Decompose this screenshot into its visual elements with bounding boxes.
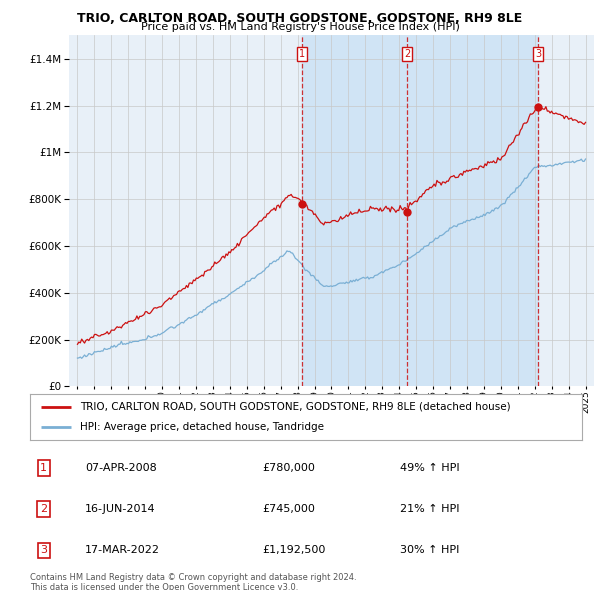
Text: £745,000: £745,000 <box>262 504 315 514</box>
Text: Contains HM Land Registry data © Crown copyright and database right 2024.: Contains HM Land Registry data © Crown c… <box>30 573 356 582</box>
Text: £1,192,500: £1,192,500 <box>262 546 325 555</box>
Text: 21% ↑ HPI: 21% ↑ HPI <box>400 504 460 514</box>
Text: Price paid vs. HM Land Registry's House Price Index (HPI): Price paid vs. HM Land Registry's House … <box>140 22 460 32</box>
Text: 3: 3 <box>40 546 47 555</box>
Text: 2: 2 <box>40 504 47 514</box>
Text: 49% ↑ HPI: 49% ↑ HPI <box>400 463 460 473</box>
Text: £780,000: £780,000 <box>262 463 315 473</box>
Text: 3: 3 <box>535 49 541 59</box>
Text: HPI: Average price, detached house, Tandridge: HPI: Average price, detached house, Tand… <box>80 422 323 432</box>
Text: This data is licensed under the Open Government Licence v3.0.: This data is licensed under the Open Gov… <box>30 583 298 590</box>
Text: 2: 2 <box>404 49 410 59</box>
Text: 17-MAR-2022: 17-MAR-2022 <box>85 546 160 555</box>
Bar <box>302 35 538 386</box>
Text: 07-APR-2008: 07-APR-2008 <box>85 463 157 473</box>
Text: TRIO, CARLTON ROAD, SOUTH GODSTONE, GODSTONE, RH9 8LE: TRIO, CARLTON ROAD, SOUTH GODSTONE, GODS… <box>77 12 523 25</box>
Text: 16-JUN-2014: 16-JUN-2014 <box>85 504 156 514</box>
Text: 30% ↑ HPI: 30% ↑ HPI <box>400 546 459 555</box>
Text: TRIO, CARLTON ROAD, SOUTH GODSTONE, GODSTONE, RH9 8LE (detached house): TRIO, CARLTON ROAD, SOUTH GODSTONE, GODS… <box>80 402 511 412</box>
Text: 1: 1 <box>40 463 47 473</box>
Text: 1: 1 <box>299 49 305 59</box>
